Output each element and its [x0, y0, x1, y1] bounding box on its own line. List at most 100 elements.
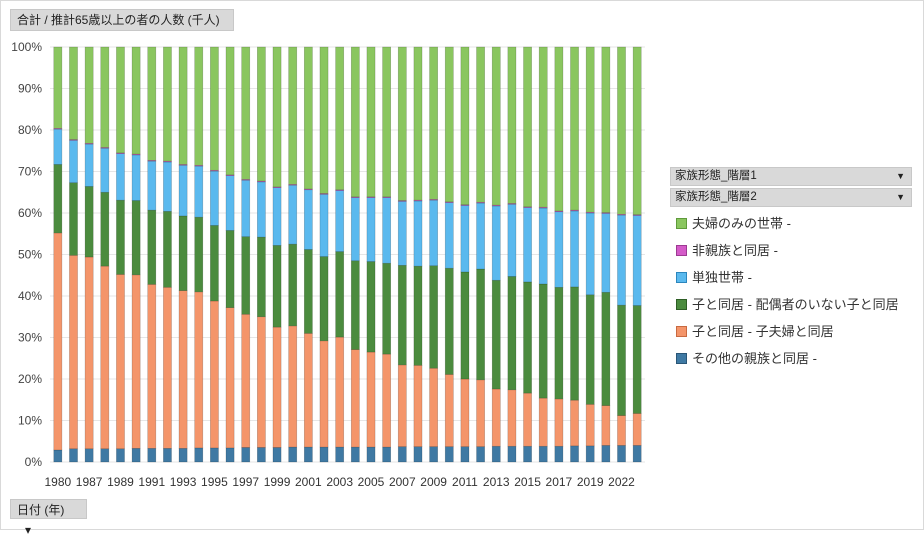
bar-segment[interactable] — [601, 405, 611, 446]
bar-segment[interactable] — [617, 304, 626, 416]
bar-segment[interactable] — [507, 276, 517, 391]
bar-segment[interactable] — [303, 446, 313, 463]
bar-segment[interactable] — [241, 46, 251, 180]
bar-segment[interactable] — [116, 46, 125, 154]
bar-segment[interactable] — [147, 209, 157, 285]
bar-segment[interactable] — [350, 446, 360, 463]
bar-segment[interactable] — [460, 46, 470, 205]
bar-segment[interactable] — [303, 333, 313, 448]
legend-field-level2[interactable]: 家族形態_階層2 ▼ — [670, 188, 912, 207]
bar-segment[interactable] — [116, 274, 125, 450]
bar-segment[interactable] — [632, 413, 642, 446]
bar-segment[interactable] — [632, 46, 642, 215]
bar-segment[interactable] — [570, 286, 579, 401]
bar-segment[interactable] — [100, 191, 110, 267]
bar-segment[interactable] — [601, 291, 611, 406]
bar-segment[interactable] — [163, 448, 172, 463]
bar-segment[interactable] — [84, 143, 94, 187]
legend-item[interactable]: 子と同居 - 子夫婦と同居 — [676, 321, 834, 339]
bar-segment[interactable] — [366, 46, 376, 198]
bar-segment[interactable] — [617, 445, 626, 463]
legend-item[interactable]: 単独世帯 - — [676, 267, 752, 285]
bar-segment[interactable] — [570, 399, 579, 447]
bar-segment[interactable] — [225, 307, 235, 449]
bar-segment[interactable] — [131, 448, 141, 463]
bar-segment[interactable] — [601, 213, 611, 293]
bar-segment[interactable] — [570, 445, 579, 463]
bar-segment[interactable] — [523, 392, 532, 447]
bar-segment[interactable] — [366, 261, 376, 353]
bar-segment[interactable] — [350, 46, 360, 198]
bar-segment[interactable] — [131, 274, 141, 449]
bar-segment[interactable] — [460, 205, 470, 273]
bar-segment[interactable] — [178, 164, 188, 217]
bar-segment[interactable] — [178, 215, 188, 291]
bar-segment[interactable] — [241, 313, 251, 448]
bar-segment[interactable] — [241, 179, 251, 237]
bar-segment[interactable] — [585, 212, 595, 296]
value-field-button[interactable]: 合計 / 推計65歳以上の者の人数 (千人) — [10, 9, 234, 31]
bar-segment[interactable] — [429, 265, 438, 369]
bar-segment[interactable] — [585, 46, 595, 213]
bar-segment[interactable] — [116, 153, 125, 201]
bar-segment[interactable] — [225, 46, 235, 176]
bar-segment[interactable] — [163, 46, 172, 162]
bar-segment[interactable] — [131, 46, 141, 155]
bar-segment[interactable] — [100, 448, 110, 463]
bar-segment[interactable] — [131, 200, 141, 276]
bar-segment[interactable] — [523, 46, 532, 208]
bar-segment[interactable] — [335, 446, 345, 463]
bar-segment[interactable] — [350, 349, 360, 448]
bar-segment[interactable] — [444, 446, 454, 463]
bar-segment[interactable] — [178, 448, 188, 463]
bar-segment[interactable] — [382, 197, 392, 264]
bar-segment[interactable] — [444, 202, 454, 269]
bar-segment[interactable] — [554, 398, 564, 447]
bar-segment[interactable] — [397, 446, 407, 463]
bar-segment[interactable] — [163, 161, 172, 212]
bar-segment[interactable] — [460, 378, 470, 447]
bar-segment[interactable] — [335, 336, 345, 448]
bar-segment[interactable] — [397, 364, 407, 447]
bar-segment[interactable] — [538, 397, 548, 447]
legend-item[interactable]: 夫婦のみの世帯 - — [676, 213, 791, 231]
bar-segment[interactable] — [507, 445, 517, 463]
bar-segment[interactable] — [116, 448, 125, 463]
bar-segment[interactable] — [335, 190, 345, 252]
bar-segment[interactable] — [225, 175, 235, 231]
bar-segment[interactable] — [429, 46, 438, 200]
bar-segment[interactable] — [303, 249, 313, 334]
bar-segment[interactable] — [288, 184, 298, 245]
bar-segment[interactable] — [178, 46, 188, 165]
bar-segment[interactable] — [257, 236, 266, 318]
bar-segment[interactable] — [460, 271, 470, 380]
bar-segment[interactable] — [444, 267, 454, 375]
bar-segment[interactable] — [491, 279, 501, 390]
bar-segment[interactable] — [523, 281, 532, 394]
bar-segment[interactable] — [257, 46, 266, 182]
bar-segment[interactable] — [585, 445, 595, 463]
bar-segment[interactable] — [444, 374, 454, 447]
bar-segment[interactable] — [225, 230, 235, 308]
bar-segment[interactable] — [194, 216, 204, 293]
bar-segment[interactable] — [272, 187, 282, 246]
bar-segment[interactable] — [366, 197, 376, 262]
bar-segment[interactable] — [538, 445, 548, 463]
legend-item[interactable]: 非親族と同居 - — [676, 240, 778, 258]
bar-segment[interactable] — [147, 46, 157, 161]
bar-segment[interactable] — [413, 446, 423, 463]
bar-segment[interactable] — [303, 46, 313, 190]
bar-segment[interactable] — [585, 294, 595, 405]
bar-segment[interactable] — [476, 379, 485, 447]
bar-segment[interactable] — [131, 154, 141, 201]
bar-segment[interactable] — [147, 160, 157, 211]
bar-segment[interactable] — [382, 446, 392, 463]
legend-field-level1[interactable]: 家族形態_階層1 ▼ — [670, 167, 912, 186]
bar-segment[interactable] — [116, 199, 125, 275]
bar-segment[interactable] — [84, 448, 94, 463]
bar-segment[interactable] — [632, 445, 642, 463]
bar-segment[interactable] — [319, 256, 329, 342]
bar-segment[interactable] — [507, 203, 517, 277]
bar-segment[interactable] — [397, 264, 407, 366]
bar-segment[interactable] — [350, 260, 360, 350]
